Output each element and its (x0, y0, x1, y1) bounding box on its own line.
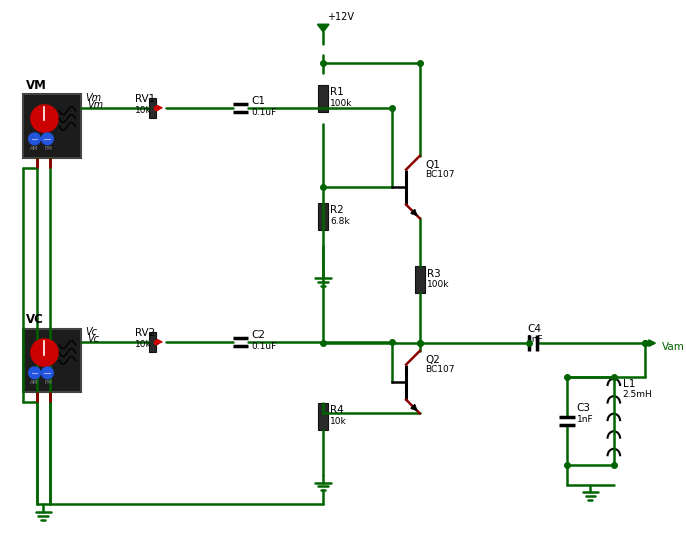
Text: +12V: +12V (327, 12, 354, 22)
Text: Vm: Vm (87, 100, 104, 110)
Bar (318, 403, 328, 430)
Text: 6.8k: 6.8k (330, 217, 350, 226)
Bar (318, 85, 328, 112)
Text: R4: R4 (330, 405, 344, 416)
Text: 100k: 100k (330, 99, 353, 108)
Text: C3: C3 (577, 403, 591, 413)
Text: Vm: Vm (85, 93, 102, 103)
Text: Vam: Vam (661, 342, 685, 352)
Text: AM: AM (30, 381, 38, 385)
Text: Vc: Vc (87, 334, 99, 344)
Polygon shape (318, 24, 329, 32)
Text: 1nF: 1nF (527, 335, 543, 344)
Text: C1: C1 (251, 96, 265, 106)
Circle shape (29, 133, 40, 144)
FancyBboxPatch shape (23, 94, 82, 158)
Text: VC: VC (26, 313, 44, 326)
Text: 10k: 10k (135, 340, 152, 349)
Text: Vc: Vc (85, 327, 97, 337)
Text: R2: R2 (330, 205, 344, 216)
Text: 0.1uF: 0.1uF (251, 342, 276, 351)
Text: 0.1uF: 0.1uF (251, 108, 276, 117)
Bar (415, 266, 425, 293)
Bar (149, 98, 156, 118)
FancyBboxPatch shape (23, 328, 82, 392)
Text: 100k: 100k (427, 280, 449, 289)
Circle shape (42, 367, 54, 379)
Text: C4: C4 (527, 324, 541, 335)
Circle shape (42, 133, 54, 144)
Text: FM: FM (45, 381, 52, 385)
Text: R3: R3 (427, 269, 440, 279)
Text: BC107: BC107 (425, 170, 455, 179)
Bar (318, 203, 328, 230)
Circle shape (31, 339, 58, 366)
Text: 10k: 10k (135, 106, 152, 115)
Text: 10k: 10k (330, 417, 347, 426)
Text: FM: FM (45, 146, 52, 151)
Text: AM: AM (30, 146, 38, 151)
Text: BC107: BC107 (425, 365, 455, 375)
Text: R1: R1 (330, 87, 344, 98)
Text: Q2: Q2 (425, 355, 440, 364)
Circle shape (29, 367, 40, 379)
Text: 1nF: 1nF (577, 415, 593, 424)
Text: C2: C2 (251, 330, 265, 340)
Text: L1: L1 (623, 379, 635, 389)
Bar (149, 332, 156, 351)
Text: VM: VM (26, 79, 47, 92)
Text: RV1: RV1 (135, 94, 155, 104)
Text: 2.5mH: 2.5mH (623, 390, 652, 399)
Circle shape (31, 105, 58, 132)
Text: RV2: RV2 (135, 328, 155, 338)
Text: Q1: Q1 (425, 160, 440, 170)
